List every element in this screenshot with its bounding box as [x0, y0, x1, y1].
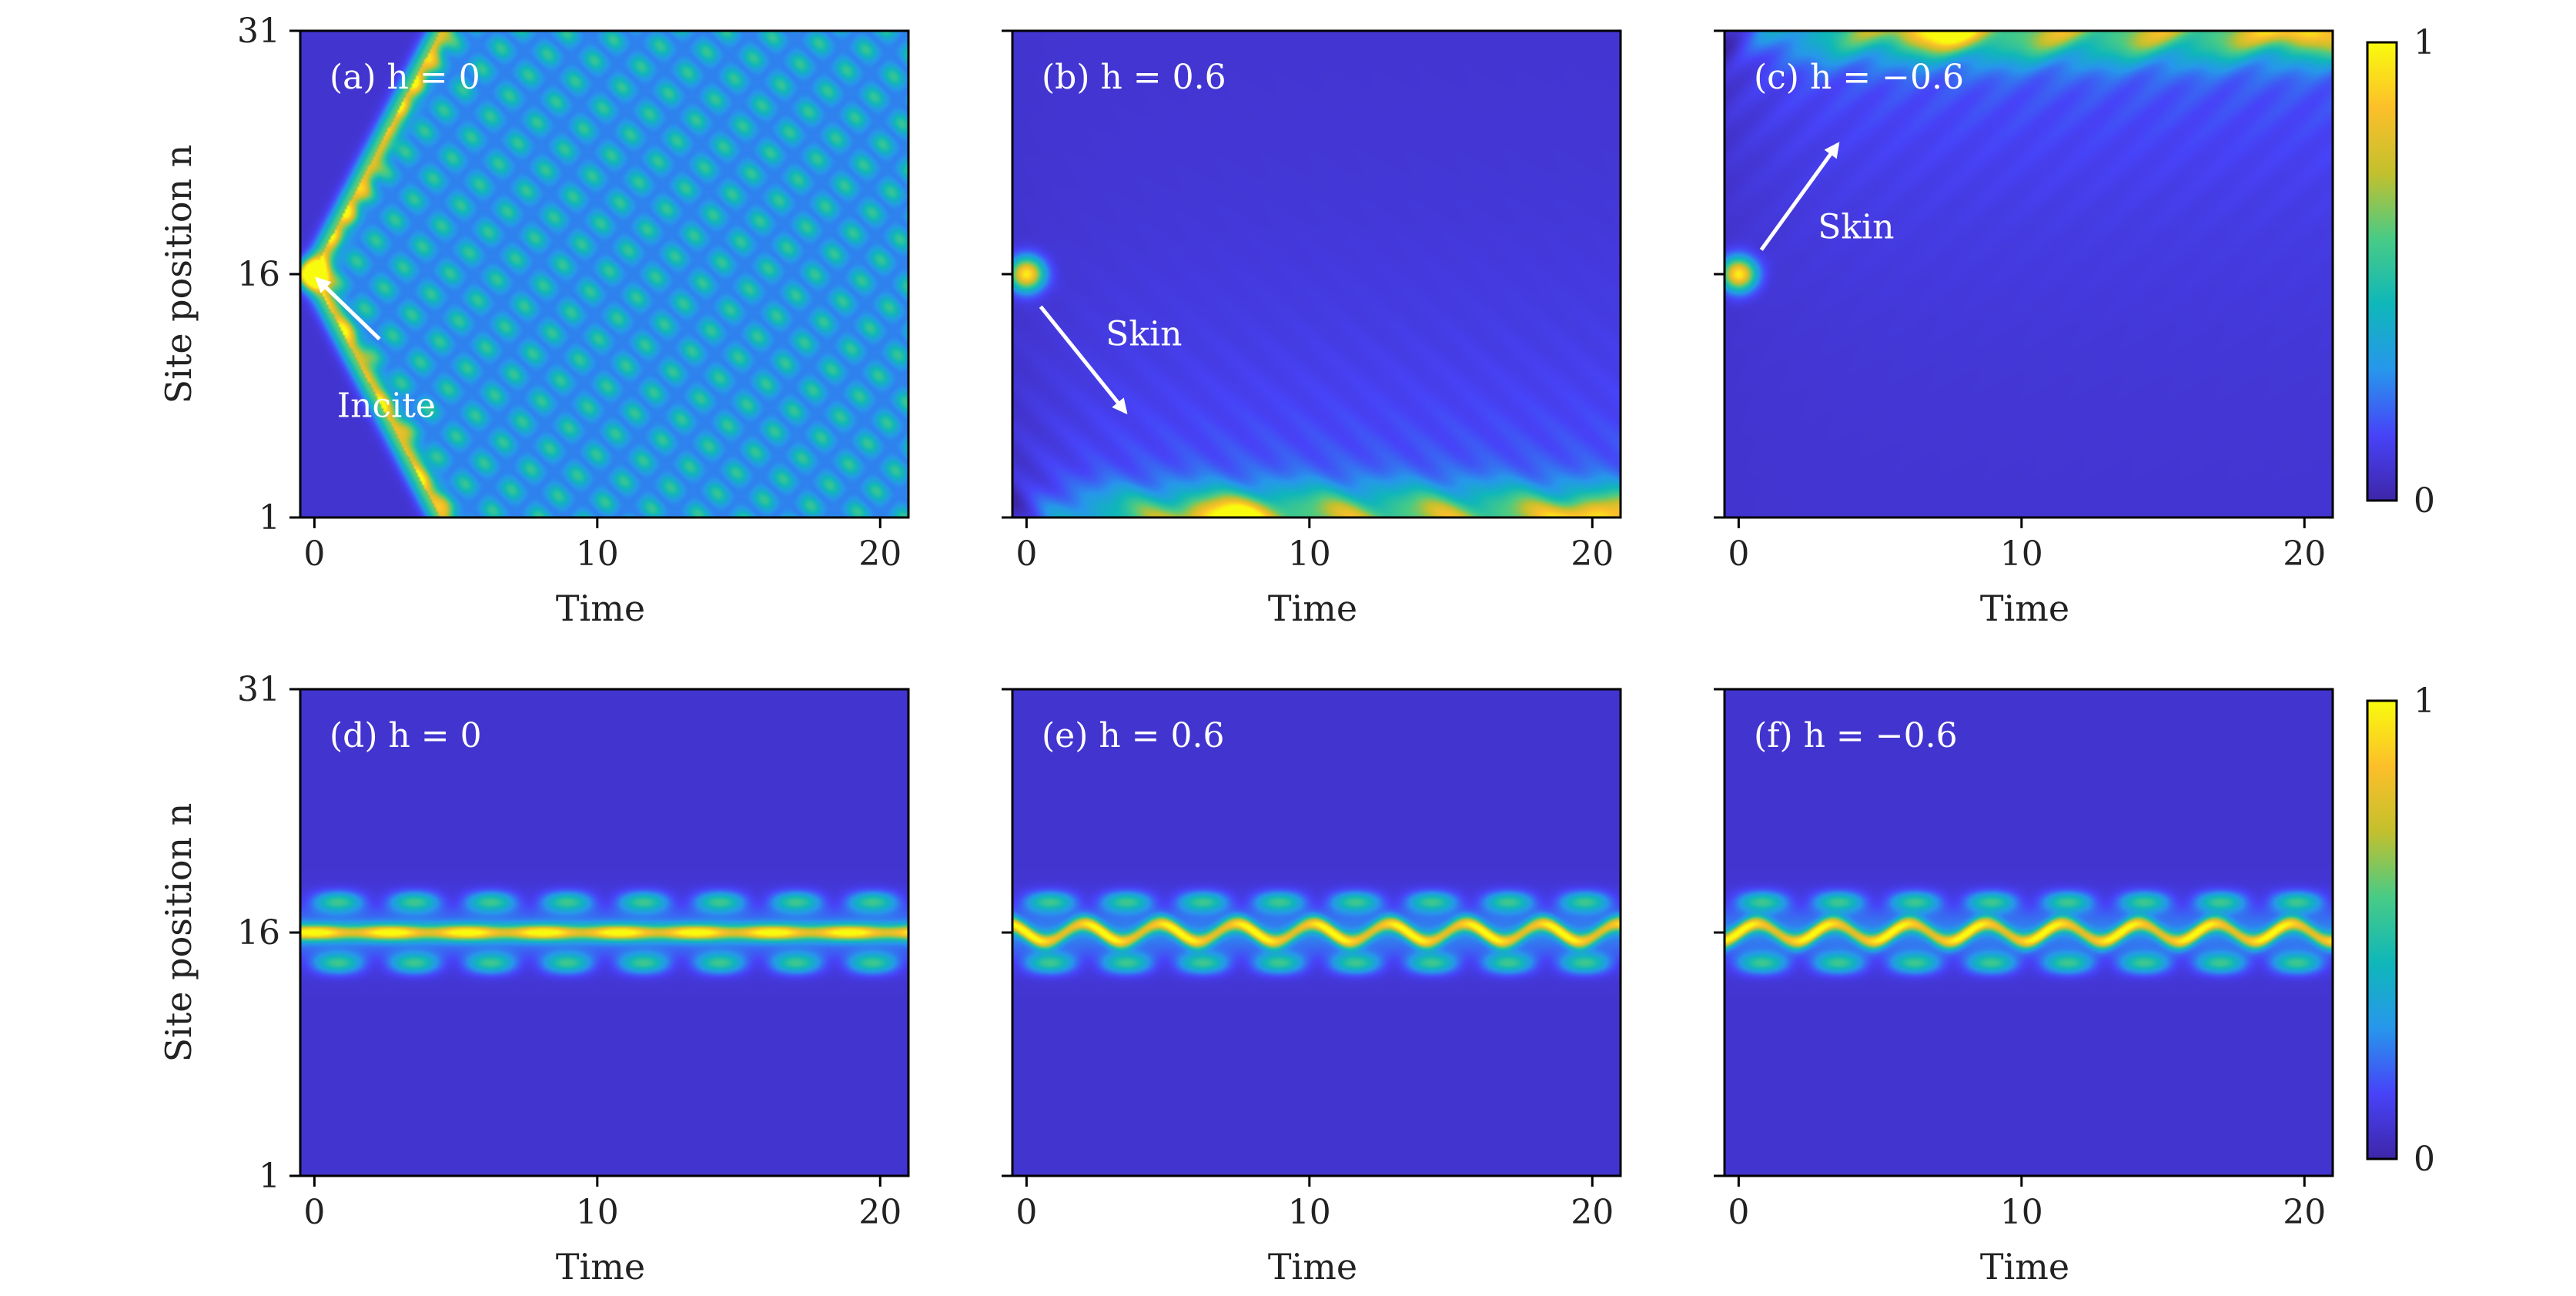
x-tick-label: 10	[2000, 534, 2043, 574]
x-tick-label: 0	[303, 534, 325, 574]
heatmap-panel: 0 10 20 Time (c) h = −0.6 Skin	[1714, 29, 2334, 629]
y-tick-label: 1	[259, 1157, 280, 1196]
panel-label: (e) h = 0.6	[1042, 716, 1225, 755]
x-tick-label: 0	[1728, 534, 1749, 574]
x-tick-label: 10	[576, 534, 619, 574]
heatmap-panel: 0 10 20 1 16 31 Time Site position n (a) h = 0 In…	[158, 12, 910, 629]
x-tick-label: 20	[858, 534, 902, 574]
x-tick-label: 0	[1015, 1193, 1037, 1232]
heatmap-panel: 0 10 20 Time (f) h = −0.6	[1714, 688, 2334, 1288]
y-axis-label: Site position n	[158, 803, 199, 1063]
x-axis-label: Time	[556, 1246, 645, 1288]
x-tick-label: 20	[2283, 1193, 2326, 1232]
annotation-arrow	[1039, 305, 1128, 415]
colorbar-gradient	[2366, 41, 2398, 502]
colorbar-max-label: 1	[2414, 23, 2435, 62]
x-tick-label: 10	[1288, 1193, 1331, 1232]
x-axis-label: Time	[1980, 1246, 2069, 1288]
x-tick-label: 20	[2283, 534, 2326, 574]
x-tick-label: 20	[1571, 1193, 1614, 1232]
annotation-arrow	[1759, 142, 1840, 251]
panel-label: (b) h = 0.6	[1042, 58, 1226, 97]
x-tick-label: 0	[1728, 1193, 1749, 1232]
x-tick-label: 10	[576, 1193, 619, 1232]
y-tick-label: 1	[259, 498, 280, 537]
annotation-label: Skin	[1818, 208, 1894, 247]
heatmap-panel: 0 10 20 Time (b) h = 0.6 Skin	[1002, 29, 1622, 629]
y-tick-label: 31	[237, 670, 280, 709]
y-axis-label: Site position n	[158, 145, 199, 404]
x-tick-label: 0	[303, 1193, 325, 1232]
x-axis-label: Time	[1980, 588, 2069, 629]
colorbar: 10	[2366, 681, 2435, 1179]
x-tick-label: 0	[1015, 534, 1037, 574]
x-tick-label: 20	[1571, 534, 1614, 574]
heatmap-image	[1012, 689, 1621, 1176]
panel-label: (d) h = 0	[330, 716, 482, 755]
colorbar-gradient	[2366, 699, 2398, 1160]
heatmap-panel: 0 10 20 Time (e) h = 0.6	[1002, 688, 1622, 1288]
x-axis-label: Time	[1268, 588, 1357, 629]
x-tick-label: 10	[1288, 534, 1331, 574]
x-tick-label: 20	[858, 1193, 902, 1232]
heatmap-image	[1725, 689, 2333, 1176]
colorbar-max-label: 1	[2414, 681, 2435, 721]
heatmap-image	[1012, 31, 1621, 517]
x-axis-label: Time	[1268, 1246, 1357, 1288]
heatmap-image	[300, 689, 908, 1176]
heatmap-panel: 0 10 20 1 16 31 Time Site position n (d) h = 0	[158, 670, 910, 1288]
heatmap-image	[300, 31, 908, 517]
annotation-label: Incite	[337, 386, 436, 425]
y-tick-label: 31	[237, 12, 280, 51]
y-tick-label: 16	[237, 913, 280, 953]
y-tick-label: 16	[237, 255, 280, 294]
x-axis-label: Time	[556, 588, 645, 629]
colorbar-min-label: 0	[2414, 1140, 2435, 1179]
annotation-label: Skin	[1106, 315, 1182, 354]
panel-label: (c) h = −0.6	[1754, 58, 1964, 97]
panel-label: (a) h = 0	[330, 58, 480, 97]
panel-label: (f) h = −0.6	[1754, 716, 1958, 755]
x-tick-label: 10	[2000, 1193, 2043, 1232]
annotation-arrow	[315, 276, 381, 341]
heatmap-image	[1725, 31, 2333, 517]
colorbar-min-label: 0	[2414, 481, 2435, 521]
colorbar: 10	[2366, 23, 2435, 521]
